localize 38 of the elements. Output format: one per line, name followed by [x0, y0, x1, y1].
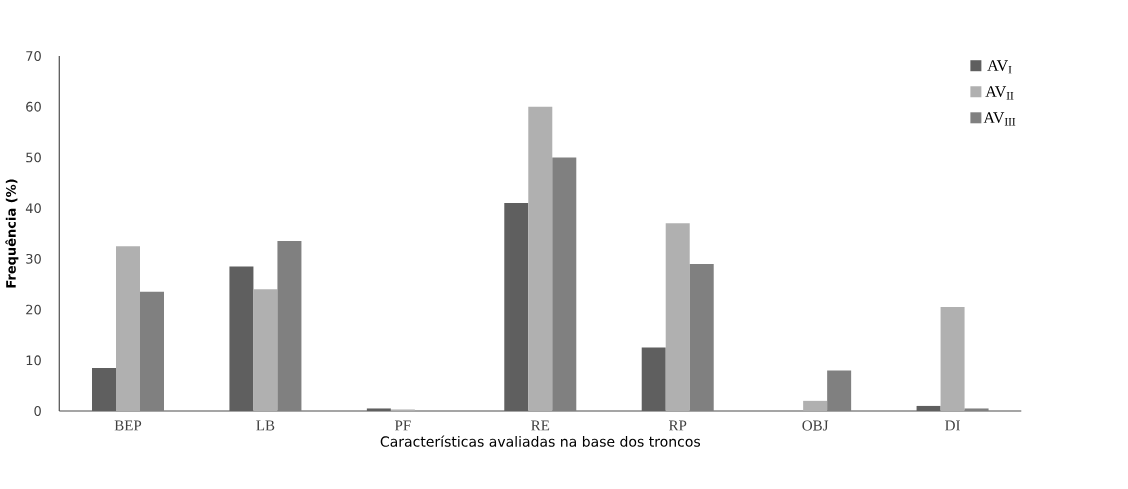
y-tick-label: 20 — [26, 304, 41, 315]
bar — [253, 289, 278, 411]
y-axis-title: Frequência (%) — [5, 179, 19, 288]
bar — [528, 106, 553, 411]
x-tick-label: DI — [945, 420, 960, 431]
x-tick-label: RE — [531, 420, 550, 431]
y-tick-label: 10 — [26, 355, 41, 366]
bar — [689, 263, 714, 411]
bar — [641, 347, 666, 411]
x-axis-title: Características avaliadas na base dos troncos — [380, 435, 701, 447]
y-tick-label: 60 — [26, 101, 41, 112]
legend-label: AV$_{III}$ — [983, 112, 1016, 126]
y-tick-label: 0 — [34, 406, 41, 416]
bar — [827, 370, 852, 411]
y-tick-label: 70 — [26, 51, 41, 61]
legend-label: AV$_{II}$ — [985, 86, 1014, 100]
y-tick-label: 30 — [26, 253, 41, 264]
x-tick-label: OBJ — [802, 420, 829, 431]
bar — [366, 408, 391, 411]
bar — [229, 266, 254, 411]
bar — [964, 408, 989, 411]
legend-label: AV$_{I}$ — [987, 60, 1012, 74]
bar — [116, 246, 140, 411]
bar — [504, 203, 529, 411]
bar — [92, 367, 116, 411]
x-tick-label: BEP — [114, 420, 142, 431]
bar — [665, 223, 690, 411]
x-tick-label: RP — [668, 420, 687, 431]
y-tick-label: 40 — [25, 203, 41, 214]
bar — [940, 307, 965, 411]
x-tick-label: LB — [256, 420, 275, 431]
bar — [140, 291, 164, 411]
bar — [552, 157, 577, 411]
bar — [803, 400, 828, 411]
y-tick-label: 50 — [26, 152, 41, 163]
bar — [277, 241, 302, 411]
bar — [916, 405, 941, 411]
x-tick-label: PF — [394, 420, 411, 431]
